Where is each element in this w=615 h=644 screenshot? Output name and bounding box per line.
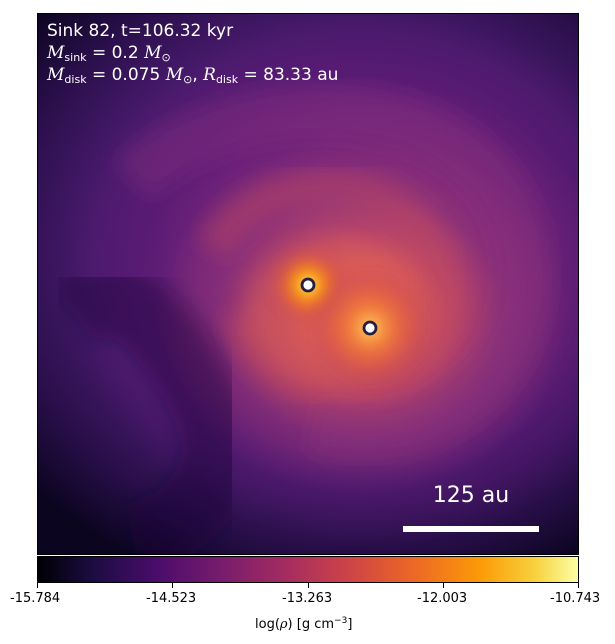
disk-solar-symbol: M bbox=[165, 65, 184, 85]
sink-time-label: Sink 82, t=106.32 kyr bbox=[47, 21, 233, 41]
colorbar-tick-label-4: -12.003 bbox=[417, 591, 468, 606]
outer-spiral-arm bbox=[113, 83, 552, 460]
comma-separator: , bbox=[192, 65, 204, 85]
disk-properties-label: Mdisk = 0.075 M⊙, Rdisk = 83.33 au bbox=[47, 65, 338, 90]
colorbar-tick-label-3: -13.263 bbox=[282, 591, 333, 606]
colorbar-label-exponent: −3 bbox=[334, 616, 348, 626]
colorbar-label-suffix: ] bbox=[347, 617, 353, 632]
colorbar-tick-2 bbox=[172, 583, 173, 588]
density-overlays bbox=[52, 83, 552, 555]
disk-mass-symbol: M bbox=[47, 65, 65, 85]
colorbar-tick-label-5: -10.743 bbox=[550, 591, 601, 606]
density-symbol: ρ bbox=[279, 617, 288, 632]
disk-radius-value: = 83.33 au bbox=[238, 65, 339, 85]
scale-bar-label: 125 au bbox=[432, 483, 510, 508]
solar-mass-subscript: ⊙ bbox=[161, 51, 171, 64]
sink-mass-label: Msink = 0.2 M⊙ bbox=[47, 43, 171, 68]
sink-markers bbox=[300, 277, 378, 336]
colorbar-tick-5 bbox=[578, 583, 579, 588]
solar-mass-symbol: M bbox=[144, 43, 162, 63]
sink-particle-1 bbox=[300, 277, 316, 293]
colorbar-label: log(ρ) [g cm−3] bbox=[255, 613, 352, 633]
colorbar-tick-4 bbox=[443, 583, 444, 588]
density-map: Sink 82, t=106.32 kyr Msink = 0.2 M⊙ Mdi… bbox=[37, 13, 579, 555]
colorbar-label-prefix: log( bbox=[255, 617, 280, 632]
colorbar-tick-label-1: -15.784 bbox=[10, 591, 61, 606]
sink-mass-subscript: sink bbox=[64, 51, 87, 64]
disk-mass-value: = 0.075 bbox=[86, 65, 166, 85]
disk-radius-subscript: disk bbox=[215, 73, 239, 86]
colorbar-label-middle: ) [g cm bbox=[287, 617, 335, 632]
colorbar-tick-label-2: -14.523 bbox=[146, 591, 197, 606]
left-dark-lane bbox=[52, 265, 254, 555]
sink-mass-symbol: M bbox=[47, 43, 65, 63]
disk-radius-symbol: R bbox=[203, 65, 216, 85]
density-colorbar bbox=[37, 556, 579, 583]
disk-mass-subscript: disk bbox=[64, 73, 87, 86]
disk-solar-subscript: ⊙ bbox=[183, 73, 193, 86]
colorbar-tick-1 bbox=[37, 583, 38, 588]
sink-particle-2 bbox=[362, 320, 378, 336]
sink-mass-value: = 0.2 bbox=[86, 43, 145, 63]
sink-time-text: Sink 82, t=106.32 kyr bbox=[47, 21, 234, 41]
colorbar-tick-3 bbox=[308, 583, 309, 588]
